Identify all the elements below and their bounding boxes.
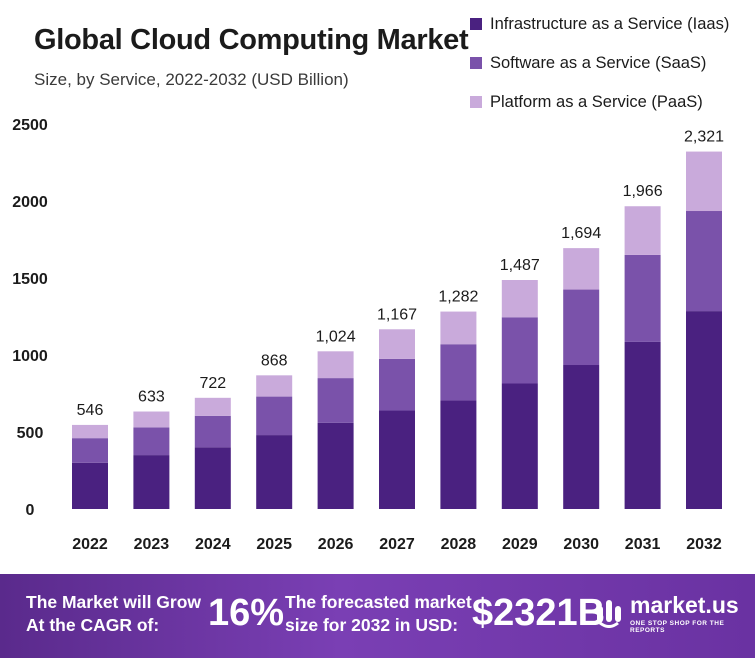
x-tick-label: 2026	[318, 536, 354, 553]
bar-total-label: 2,321	[684, 129, 724, 146]
bar-total-label: 868	[261, 352, 288, 369]
x-tick-label: 2027	[379, 536, 415, 553]
legend-label-iaas: Infrastructure as a Service (Iaas)	[490, 14, 730, 33]
brand-name: market.us	[630, 592, 739, 618]
y-tick-label: 0	[26, 502, 35, 519]
bar-segment-paas	[256, 375, 293, 397]
bar-segment-saas	[133, 427, 170, 456]
x-tick-label: 2028	[441, 536, 477, 553]
bar-total-label: 722	[199, 375, 226, 392]
x-tick-label: 2022	[72, 536, 108, 553]
bar-segment-saas	[440, 344, 477, 401]
bar-segment-paas	[133, 411, 170, 428]
market-us-logo-icon	[597, 600, 621, 628]
bar-segment-paas	[440, 311, 477, 345]
cagr-value: 16%	[208, 592, 285, 634]
bar-total-label: 1,966	[623, 183, 663, 200]
bar-total-label: 1,694	[561, 225, 601, 242]
forecast-text: The forecasted market size for 2032 in U…	[285, 592, 472, 635]
legend-swatch-saas	[470, 57, 482, 69]
bar-segment-iaas	[440, 400, 477, 509]
y-tick-label: 500	[17, 425, 44, 442]
bar-segment-paas	[686, 151, 722, 212]
x-tick-label: 2024	[195, 536, 231, 553]
bar-segment-saas	[317, 378, 354, 423]
bar-segment-iaas	[256, 435, 293, 509]
legend-item-iaas: Infrastructure as a Service (Iaas)	[470, 10, 729, 38]
footer-banner: The Market will Grow At the CAGR of: 16%…	[0, 574, 755, 658]
chart-title: Global Cloud Computing Market	[34, 24, 469, 56]
bar-segment-iaas	[379, 410, 415, 509]
x-tick-label: 2025	[256, 536, 292, 553]
bar-total-label: 546	[77, 402, 104, 419]
legend-swatch-iaas	[470, 18, 482, 30]
y-tick-label: 1500	[12, 271, 48, 288]
brand-tagline: ONE STOP SHOP FOR THE REPORTS	[630, 620, 725, 634]
bar-segment-paas	[379, 329, 415, 359]
bar-segment-paas	[624, 206, 661, 255]
legend-label-paas: Platform as a Service (PaaS)	[490, 92, 703, 111]
x-tick-label: 2032	[686, 536, 722, 553]
x-tick-label: 2023	[134, 536, 170, 553]
stacked-bar-chart: 0 500 1000 1500 2000 2500 546 2022 633 2023 722 202…	[12, 117, 724, 553]
bar-segment-iaas	[501, 383, 538, 509]
bar-segment-paas	[317, 351, 354, 379]
legend-item-saas: Software as a Service (SaaS)	[470, 49, 729, 77]
bar-segment-iaas	[624, 341, 661, 509]
legend-label-saas: Software as a Service (SaaS)	[490, 53, 707, 72]
x-tick-label: 2030	[563, 536, 599, 553]
bar-segment-saas	[563, 289, 600, 366]
bar-total-label: 1,024	[316, 328, 356, 345]
bar-segment-saas	[72, 438, 108, 463]
bar-segment-saas	[194, 415, 231, 448]
bar-segment-iaas	[563, 365, 600, 509]
chart-legend: Infrastructure as a Service (Iaas) Softw…	[470, 10, 729, 127]
bar-total-label: 633	[138, 389, 165, 406]
bar-segment-paas	[72, 424, 108, 439]
bar-segment-saas	[379, 358, 415, 411]
bar-segment-paas	[501, 280, 538, 318]
bar-segment-paas	[563, 248, 600, 290]
bar-segment-saas	[686, 211, 722, 312]
forecast-value: $2321B	[472, 592, 606, 634]
legend-swatch-paas	[470, 96, 482, 108]
bar-total-label: 1,487	[500, 257, 540, 274]
bar-segment-iaas	[317, 422, 354, 509]
y-tick-label: 2500	[12, 117, 48, 134]
bar-total-label: 1,282	[438, 289, 478, 306]
cagr-text: The Market will Grow At the CAGR of:	[26, 592, 202, 635]
x-tick-label: 2031	[625, 536, 661, 553]
chart-subtitle: Size, by Service, 2022-2032 (USD Billion…	[34, 70, 349, 89]
y-tick-label: 2000	[12, 194, 48, 211]
bar-segment-paas	[194, 397, 231, 416]
bar-segment-iaas	[194, 447, 231, 509]
bar-segment-saas	[501, 317, 538, 384]
bar-total-label: 1,167	[377, 306, 417, 323]
legend-item-paas: Platform as a Service (PaaS)	[470, 88, 729, 116]
x-tick-label: 2029	[502, 536, 538, 553]
bar-segment-saas	[256, 396, 293, 436]
bar-segment-iaas	[686, 311, 722, 509]
bar-segment-iaas	[133, 455, 170, 509]
bar-segment-iaas	[72, 462, 108, 509]
bar-segment-saas	[624, 254, 661, 342]
y-tick-label: 1000	[12, 348, 48, 365]
